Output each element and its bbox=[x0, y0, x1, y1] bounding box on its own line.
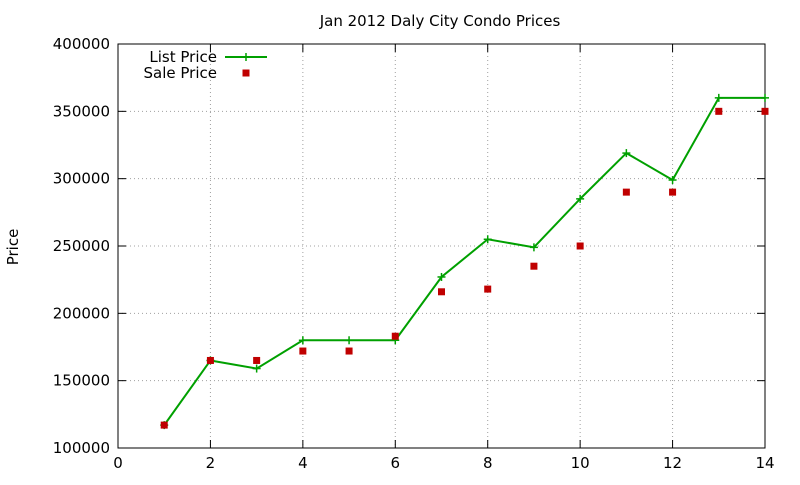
x-tick-label: 12 bbox=[663, 454, 682, 472]
data-point bbox=[484, 285, 492, 293]
data-point bbox=[761, 93, 769, 102]
data-point bbox=[668, 176, 677, 185]
y-axis-label: Price bbox=[4, 229, 22, 266]
data-point bbox=[299, 347, 307, 355]
data-point bbox=[160, 421, 168, 429]
y-tick-label: 300000 bbox=[53, 170, 110, 188]
data-point bbox=[761, 107, 769, 115]
data-point bbox=[530, 262, 538, 270]
data-point bbox=[483, 235, 492, 244]
data-point bbox=[206, 356, 214, 364]
data-point bbox=[669, 188, 677, 196]
data-point bbox=[622, 149, 631, 158]
data-point bbox=[437, 272, 446, 281]
data-point bbox=[345, 336, 354, 345]
data-point bbox=[438, 288, 445, 296]
y-tick-label: 250000 bbox=[53, 237, 110, 255]
x-tick-label: 8 bbox=[483, 454, 493, 472]
data-point bbox=[714, 93, 723, 102]
series-line bbox=[163, 96, 765, 426]
y-tick-label: 200000 bbox=[53, 304, 110, 322]
data-point bbox=[391, 332, 399, 340]
y-tick-label: 100000 bbox=[53, 439, 110, 457]
x-tick-label: 10 bbox=[571, 454, 590, 472]
x-tick-label: 0 bbox=[113, 454, 123, 472]
plot-border bbox=[117, 43, 766, 449]
series-0 bbox=[160, 93, 769, 430]
data-point bbox=[298, 336, 307, 345]
y-tick-label: 150000 bbox=[53, 372, 110, 390]
data-point bbox=[253, 356, 261, 364]
legend-label: List Price bbox=[149, 48, 217, 66]
chart-title: Jan 2012 Daly City Condo Prices bbox=[319, 12, 561, 30]
axis-ticks: 100000 150000 200000 250000 300000 350000 4000… bbox=[53, 35, 775, 472]
y-tick-label: 350000 bbox=[53, 102, 110, 120]
data-series bbox=[160, 93, 769, 430]
x-tick-label: 6 bbox=[391, 454, 401, 472]
x-tick-label: 14 bbox=[755, 454, 774, 472]
x-tick-label: 4 bbox=[298, 454, 308, 472]
y-tick-label: 400000 bbox=[53, 35, 110, 53]
legend-marker bbox=[242, 53, 250, 61]
data-point bbox=[622, 188, 630, 196]
grid-lines bbox=[118, 44, 765, 448]
data-point bbox=[345, 347, 353, 355]
data-point bbox=[576, 242, 584, 250]
data-point bbox=[252, 364, 261, 373]
data-point bbox=[529, 243, 538, 252]
x-tick-label: 2 bbox=[206, 454, 216, 472]
legend-marker bbox=[242, 69, 250, 77]
legend-label: Sale Price bbox=[144, 64, 217, 82]
series-1 bbox=[160, 107, 769, 429]
data-point bbox=[576, 194, 585, 203]
data-point bbox=[715, 107, 723, 115]
